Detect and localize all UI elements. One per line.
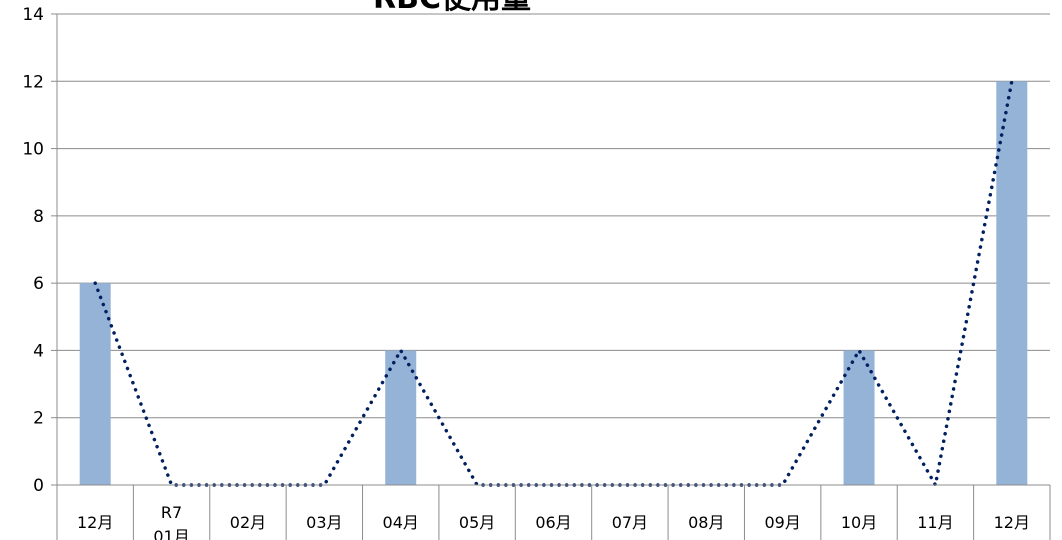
- x-tick-label: 12月: [77, 513, 113, 532]
- y-tick-label: 14: [22, 5, 44, 25]
- axes: [51, 13, 1051, 540]
- x-tick-label: 04月: [383, 513, 419, 532]
- y-tick-label: 10: [22, 140, 44, 160]
- x-tick-label: 03月: [306, 513, 342, 532]
- x-tick-label: 08月: [688, 513, 724, 532]
- x-tick-label: 09月: [764, 513, 800, 532]
- x-tick-label: 05月: [459, 513, 495, 532]
- bar: [996, 81, 1028, 486]
- gridlines: [57, 13, 1050, 419]
- bar: [843, 350, 875, 485]
- x-tick-label: 10月: [841, 513, 877, 532]
- x-tick-label: 06月: [535, 513, 571, 532]
- x-axis-labels: 12月 R7 01月 02月 03月 04月 05月 06月 07月 08月 09月 10月 11月 12…: [77, 503, 1030, 540]
- y-tick-label: 12: [22, 72, 44, 92]
- trend-line-path: [93, 79, 1014, 487]
- y-tick-label: 2: [33, 409, 44, 429]
- trend-line: [93, 79, 1014, 487]
- y-tick-label: 0: [33, 476, 44, 496]
- bar: [385, 350, 417, 485]
- x-tick-label-top: R7: [161, 503, 182, 522]
- x-tick-label: 02月: [230, 513, 266, 532]
- y-tick-label: 8: [33, 207, 44, 227]
- x-tick-label: 12月: [994, 513, 1030, 532]
- bars: [79, 81, 1028, 486]
- x-tick-label: 11月: [917, 513, 953, 532]
- y-axis-labels: 0 2 4 6 8 10 12 14: [22, 5, 44, 496]
- chart-title: RBC使用量: [373, 0, 531, 16]
- y-tick-label: 6: [33, 274, 44, 294]
- x-tick-label: 07月: [612, 513, 648, 532]
- y-tick-label: 4: [33, 341, 44, 361]
- bar: [79, 283, 111, 485]
- x-tick-label: 01月: [153, 527, 189, 540]
